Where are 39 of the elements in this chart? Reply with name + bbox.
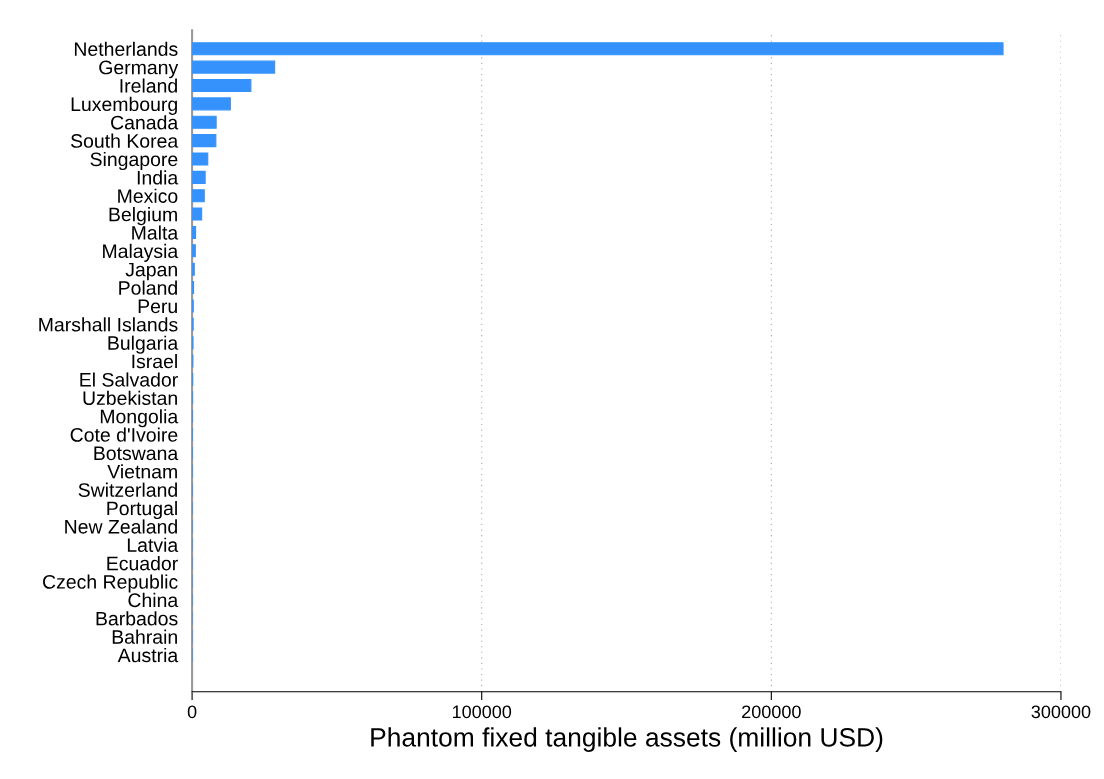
y-tick-label: Germany: [99, 60, 179, 79]
y-tick-label: Cote d'Ivoire: [70, 427, 178, 442]
y-tick-label: Marshall Islands: [39, 317, 178, 332]
x-tick-label: 100000: [452, 705, 512, 719]
y-tick-label: Mongolia: [100, 409, 179, 428]
y-tick-label: Ireland: [120, 78, 177, 93]
y-tick-label: Poland: [119, 280, 177, 295]
y-tick-label: Bulgaria: [108, 335, 179, 354]
x-tick-label: 0: [187, 705, 197, 719]
y-tick-label: Vietnam: [107, 464, 177, 479]
x-tick-label: 300000: [1031, 705, 1091, 719]
y-tick-label: Bahrain: [112, 629, 177, 644]
y-tick-label: Portugal: [107, 500, 177, 520]
y-tick-label: New Zealand: [65, 519, 177, 534]
y-tick-label: El Salvador: [80, 372, 178, 387]
y-tick-label: Luxembourg: [71, 96, 177, 115]
y-tick-label: Botswana: [94, 446, 179, 461]
y-tick-label: Malaysia: [103, 243, 179, 262]
y-tick-label: Malta: [132, 225, 179, 240]
y-tick-label: Belgium: [109, 207, 177, 226]
y-tick-label: Japan: [125, 262, 177, 281]
y-tick-label: Latvia: [127, 537, 179, 553]
y-tick-label: India: [137, 170, 179, 185]
x-tick-label: 200000: [742, 705, 801, 719]
y-tick-label: Switzerland: [78, 482, 177, 497]
y-tick-label: Barbados: [96, 611, 178, 626]
y-tick-label: Singapore: [90, 151, 178, 171]
y-tick-label: Canada: [111, 115, 179, 130]
y-tick-label: Mexico: [118, 188, 178, 203]
y-tick-label: Peru: [138, 299, 177, 314]
y-tick-label: China: [128, 592, 179, 608]
y-tick-label: Austria: [117, 647, 179, 663]
y-tick-label: South Korea: [71, 133, 179, 148]
y-tick-label: Ecuador: [107, 556, 178, 571]
x-axis-title: Phantom fixed tangible assets (million USD): [371, 727, 883, 752]
y-tick-label: Czech Republic: [43, 574, 178, 593]
y-tick-label: Uzbekistan: [83, 390, 177, 406]
y-tick-label: Israel: [132, 354, 177, 369]
y-tick-label: Netherlands: [74, 41, 178, 56]
